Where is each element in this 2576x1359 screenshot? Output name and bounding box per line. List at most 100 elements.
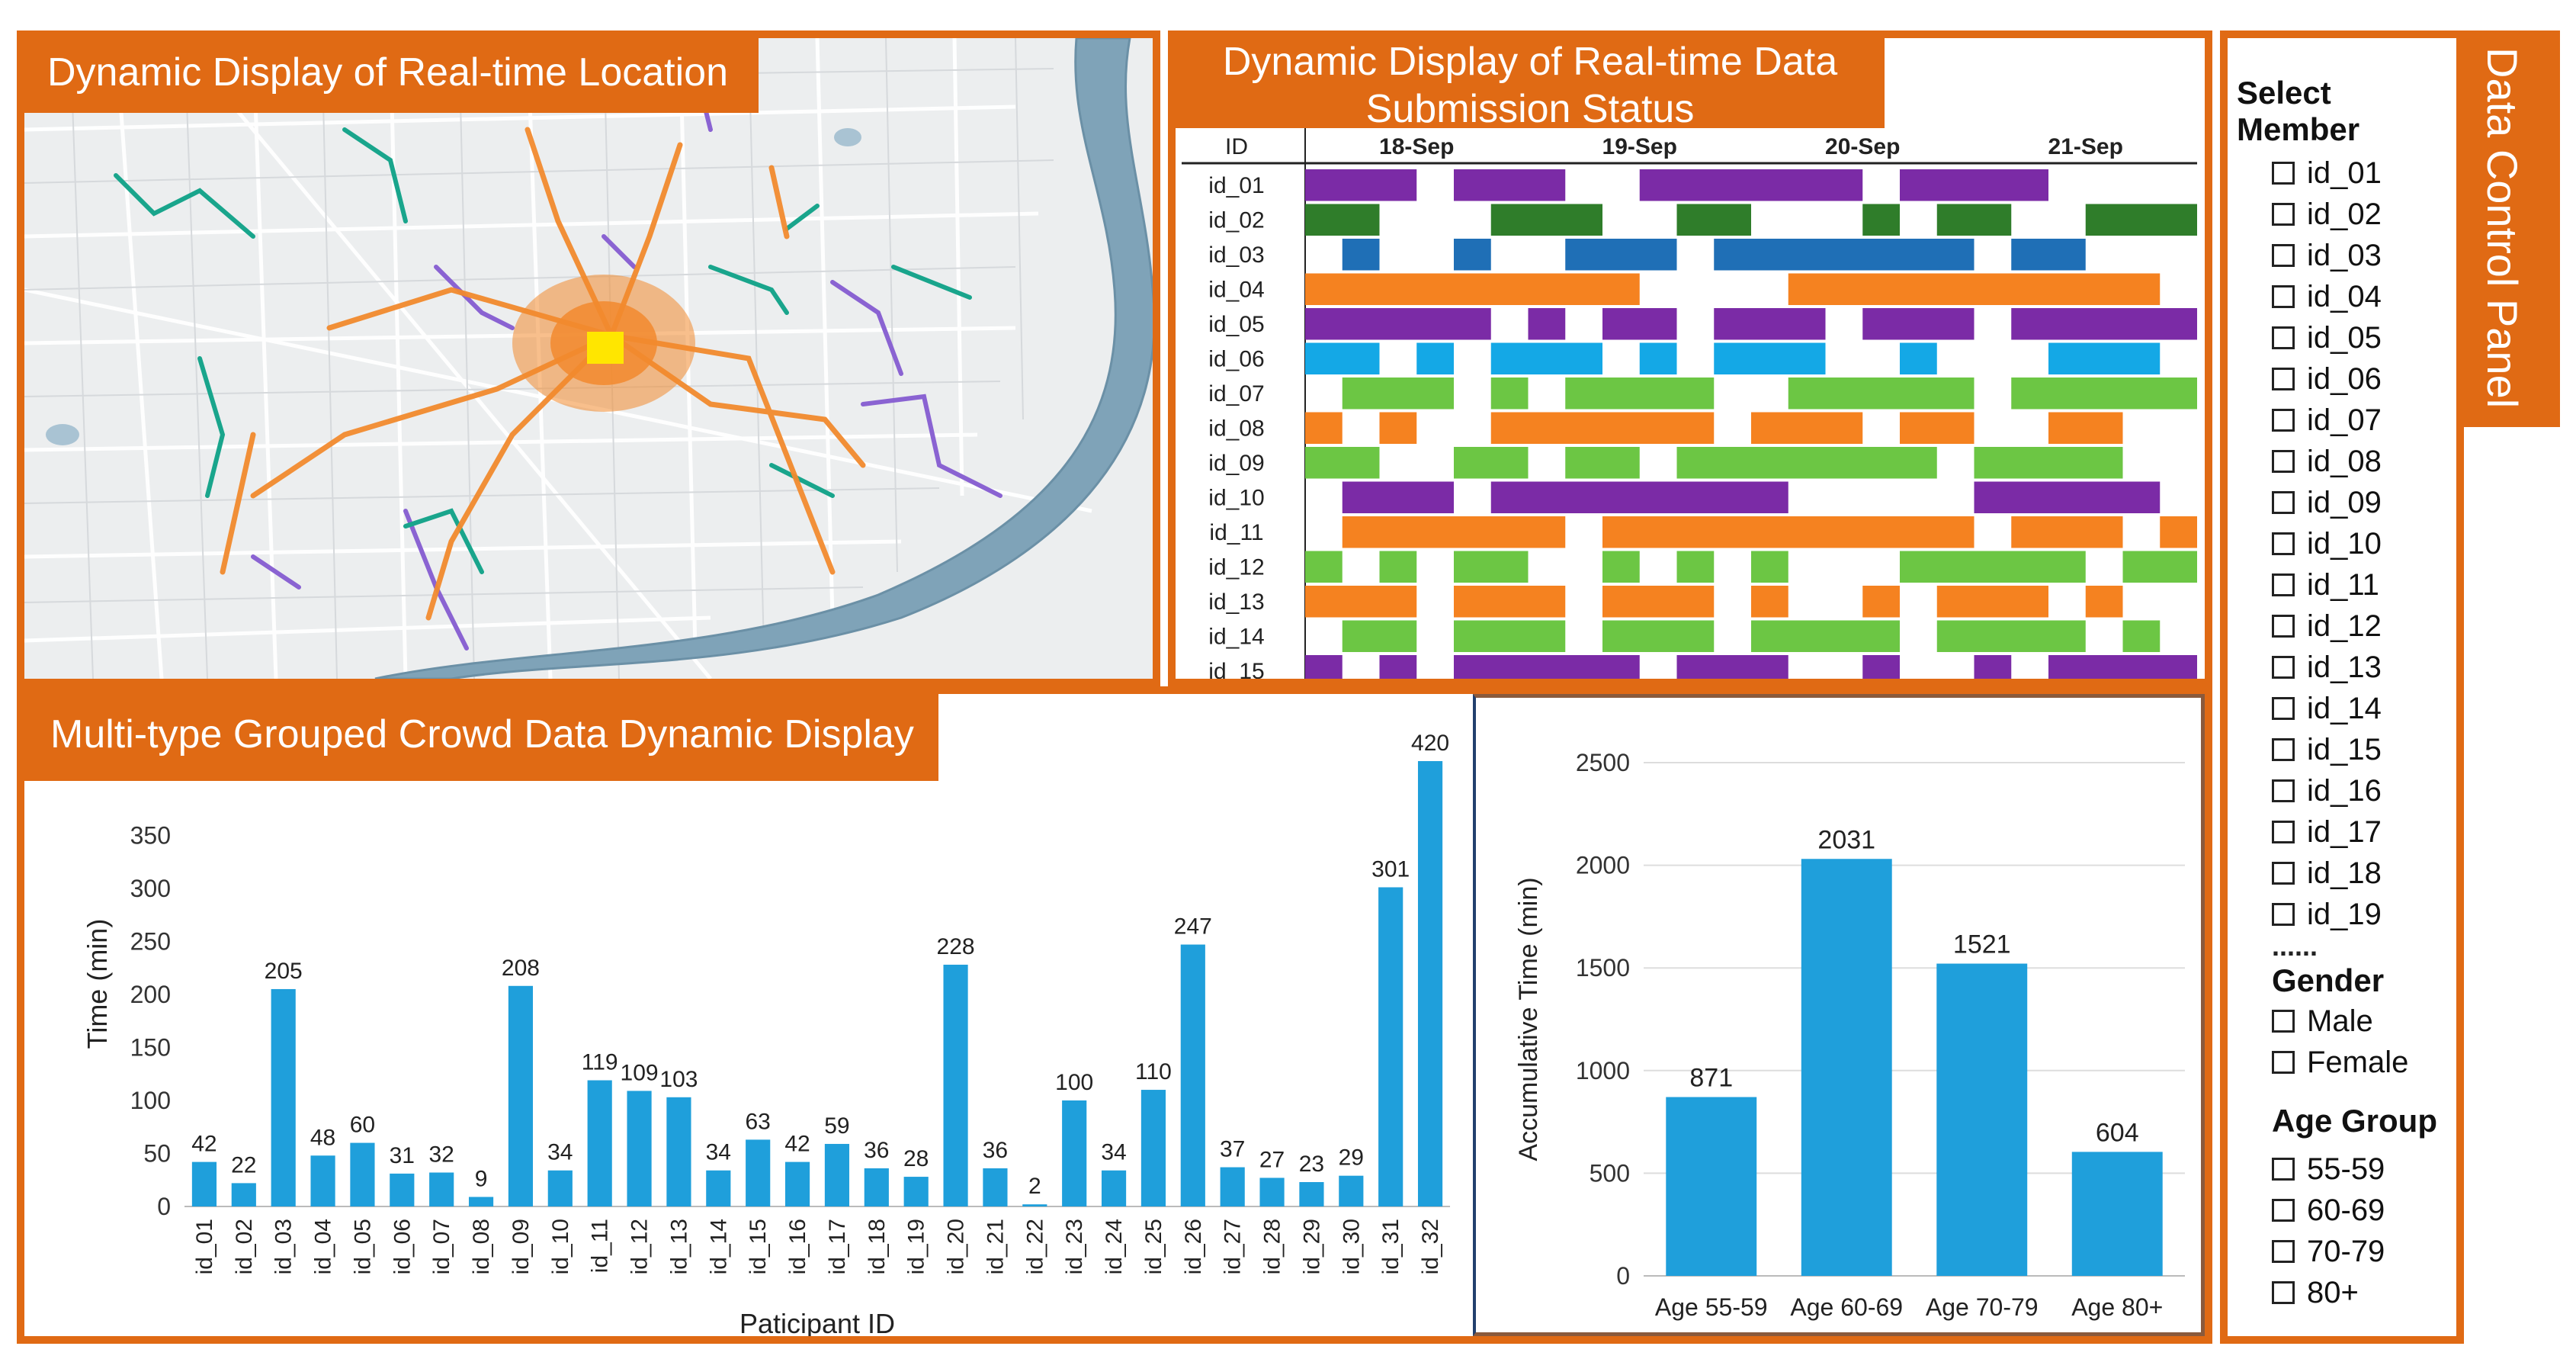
member-checkbox-row[interactable]: id_05 xyxy=(2272,317,2456,358)
checkbox-icon[interactable] xyxy=(2272,162,2295,185)
bar[interactable] xyxy=(1666,1097,1757,1276)
bar[interactable] xyxy=(1936,963,2028,1276)
member-checkbox-row[interactable]: id_17 xyxy=(2272,811,2456,853)
bar[interactable] xyxy=(271,988,296,1206)
submission-segment xyxy=(1305,586,1417,618)
checkbox-icon[interactable] xyxy=(2272,779,2295,802)
bar[interactable] xyxy=(983,1168,1008,1206)
member-checkbox-row[interactable]: id_16 xyxy=(2272,770,2456,811)
checkbox-icon[interactable] xyxy=(2272,1051,2295,1074)
member-checkbox-row[interactable]: id_11 xyxy=(2272,564,2456,606)
bar[interactable] xyxy=(1801,859,1892,1276)
member-checkbox-row[interactable]: id_09 xyxy=(2272,482,2456,523)
age-group-checkbox-row[interactable]: 60-69 xyxy=(2272,1190,2456,1231)
member-checkbox-row[interactable]: id_19 xyxy=(2272,894,2456,935)
checkbox-icon[interactable] xyxy=(2272,203,2295,226)
bar[interactable] xyxy=(1339,1175,1364,1206)
checkbox-icon[interactable] xyxy=(2272,532,2295,555)
bar[interactable] xyxy=(864,1168,889,1206)
bar[interactable] xyxy=(468,1197,494,1206)
bar[interactable] xyxy=(508,985,534,1206)
y-axis-title: Accumulative Time (min) xyxy=(1514,877,1543,1161)
submission-segment xyxy=(2011,308,2197,340)
member-checkbox-row[interactable]: id_07 xyxy=(2272,400,2456,441)
member-checkbox-row[interactable]: id_15 xyxy=(2272,729,2456,770)
member-checkbox-row[interactable]: id_06 xyxy=(2272,358,2456,400)
bar[interactable] xyxy=(666,1097,691,1206)
bar[interactable] xyxy=(390,1173,415,1206)
member-checkbox-row[interactable]: id_12 xyxy=(2272,606,2456,647)
checkbox-icon[interactable] xyxy=(2272,697,2295,720)
checkbox-icon[interactable] xyxy=(2272,903,2295,926)
checkbox-icon[interactable] xyxy=(2272,738,2295,761)
checkbox-icon[interactable] xyxy=(2272,862,2295,885)
submission-segment xyxy=(2011,378,2197,410)
checkbox-icon[interactable] xyxy=(2272,244,2295,267)
bar[interactable] xyxy=(310,1155,335,1206)
checkbox-icon[interactable] xyxy=(2272,409,2295,432)
x-category-label: id_12 xyxy=(627,1219,653,1274)
member-checkbox-row[interactable]: id_02 xyxy=(2272,194,2456,235)
bar[interactable] xyxy=(1299,1182,1324,1206)
checkbox-icon[interactable] xyxy=(2272,491,2295,514)
bar[interactable] xyxy=(1259,1177,1285,1206)
age-group-checkbox-row[interactable]: 70-79 xyxy=(2272,1231,2456,1272)
member-checkbox-row[interactable]: id_14 xyxy=(2272,688,2456,729)
bar[interactable] xyxy=(1101,1170,1127,1206)
bar[interactable] xyxy=(587,1080,612,1206)
checkbox-icon[interactable] xyxy=(2272,656,2295,679)
bar[interactable] xyxy=(746,1139,771,1206)
age-group-checkbox-row[interactable]: 55-59 xyxy=(2272,1149,2456,1190)
y-tick-label: 0 xyxy=(157,1193,171,1220)
bar[interactable] xyxy=(350,1142,375,1206)
checkbox-icon[interactable] xyxy=(2272,821,2295,843)
map-panel: Dynamic Display of Real-time Location xyxy=(17,31,1160,686)
bar[interactable] xyxy=(706,1170,731,1206)
member-checkbox-row[interactable]: id_13 xyxy=(2272,647,2456,688)
bar[interactable] xyxy=(824,1143,850,1206)
bar[interactable] xyxy=(1378,887,1403,1206)
member-checkbox-label: id_05 xyxy=(2307,320,2382,355)
checkbox-icon[interactable] xyxy=(2272,450,2295,473)
gender-checkbox-row[interactable]: Male xyxy=(2272,1001,2456,1042)
bar[interactable] xyxy=(231,1183,256,1206)
checkbox-icon[interactable] xyxy=(2272,326,2295,349)
x-category-label: id_15 xyxy=(746,1219,771,1274)
bar[interactable] xyxy=(1062,1100,1087,1206)
bar[interactable] xyxy=(627,1091,652,1206)
age-group-checkbox-row[interactable]: 80+ xyxy=(2272,1272,2456,1313)
bar[interactable] xyxy=(429,1172,454,1206)
checkbox-icon[interactable] xyxy=(2272,1281,2295,1304)
submission-segment xyxy=(1454,655,1640,679)
checkbox-icon[interactable] xyxy=(2272,1010,2295,1033)
bar[interactable] xyxy=(1022,1204,1047,1206)
bar[interactable] xyxy=(1220,1167,1245,1206)
member-checkbox-row[interactable]: id_10 xyxy=(2272,523,2456,564)
member-checkbox-row[interactable]: id_04 xyxy=(2272,276,2456,317)
location-map[interactable] xyxy=(24,38,1153,679)
submission-segment xyxy=(1974,447,2123,479)
bar[interactable] xyxy=(547,1170,573,1206)
bar[interactable] xyxy=(943,964,968,1206)
bar[interactable] xyxy=(191,1161,217,1206)
checkbox-icon[interactable] xyxy=(2272,1240,2295,1263)
bar[interactable] xyxy=(903,1177,929,1206)
checkbox-icon[interactable] xyxy=(2272,368,2295,390)
member-checkbox-row[interactable]: id_03 xyxy=(2272,235,2456,276)
checkbox-icon[interactable] xyxy=(2272,285,2295,308)
bar[interactable] xyxy=(1140,1090,1166,1206)
member-checkbox-row[interactable]: id_01 xyxy=(2272,153,2456,194)
bar[interactable] xyxy=(2071,1152,2163,1276)
submission-segment xyxy=(1714,342,1826,374)
checkbox-icon[interactable] xyxy=(2272,1158,2295,1181)
checkbox-icon[interactable] xyxy=(2272,573,2295,596)
member-checkbox-row[interactable]: id_18 xyxy=(2272,853,2456,894)
bar[interactable] xyxy=(1417,761,1443,1206)
bar[interactable] xyxy=(784,1161,810,1206)
gender-checkbox-row[interactable]: Female xyxy=(2272,1042,2456,1083)
gantt-date-label: 19-Sep xyxy=(1602,134,1677,159)
checkbox-icon[interactable] xyxy=(2272,1199,2295,1222)
bar[interactable] xyxy=(1180,944,1205,1206)
checkbox-icon[interactable] xyxy=(2272,615,2295,638)
member-checkbox-row[interactable]: id_08 xyxy=(2272,441,2456,482)
